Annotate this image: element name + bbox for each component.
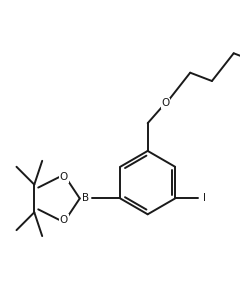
- Text: O: O: [60, 172, 68, 182]
- Text: O: O: [161, 98, 170, 108]
- Text: B: B: [82, 193, 89, 203]
- Text: O: O: [60, 215, 68, 225]
- Text: I: I: [203, 193, 206, 203]
